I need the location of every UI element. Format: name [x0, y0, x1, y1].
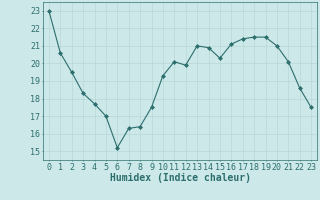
X-axis label: Humidex (Indice chaleur): Humidex (Indice chaleur): [109, 173, 251, 183]
